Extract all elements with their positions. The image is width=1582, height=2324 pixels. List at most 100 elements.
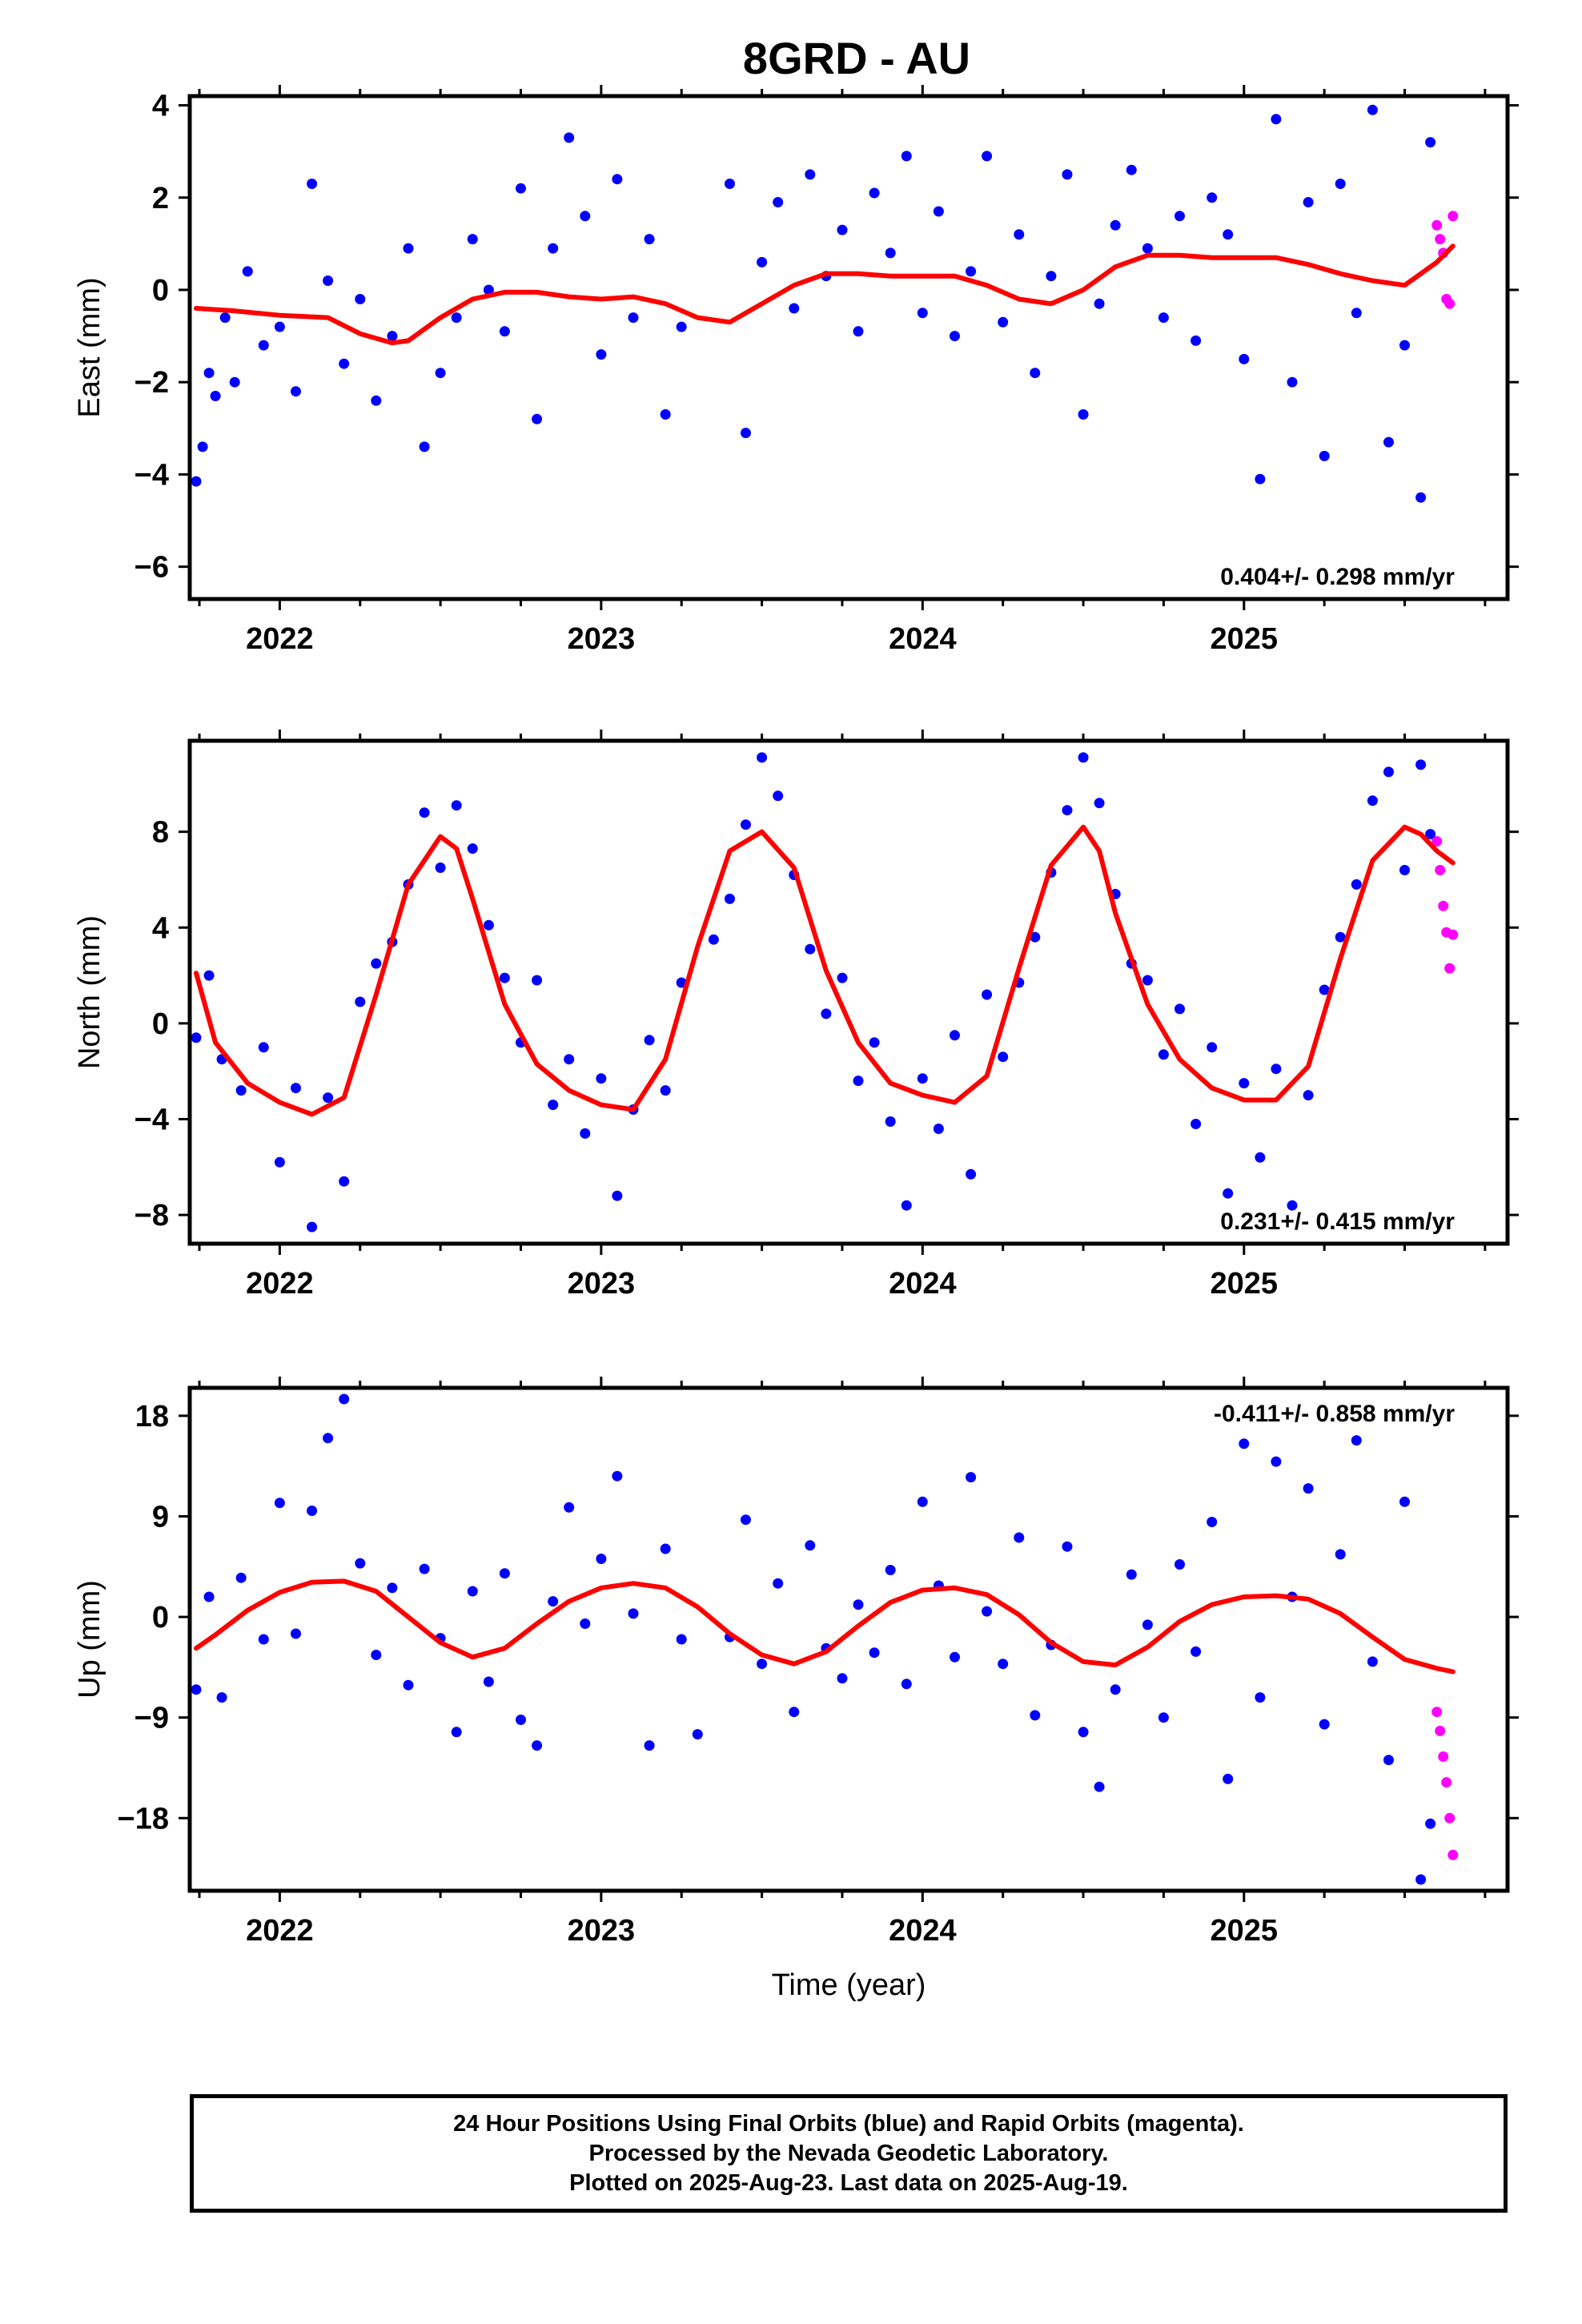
final-orbit-point [1191, 335, 1202, 346]
footer-line-2: Processed by the Nevada Geodetic Laborat… [588, 2141, 1109, 2166]
y-tick-label: −8 [135, 1199, 169, 1232]
final-orbit-point [339, 1393, 350, 1405]
final-orbit-point [644, 1035, 655, 1046]
final-orbit-point [1174, 211, 1185, 222]
y-tick-label: −6 [135, 551, 169, 585]
final-orbit-point [1303, 197, 1314, 207]
rapid-orbit-point [1444, 298, 1456, 309]
final-orbit-point [274, 321, 285, 332]
final-orbit-point [323, 1092, 334, 1104]
y-tick-label: −9 [135, 1702, 169, 1735]
final-orbit-point [203, 368, 215, 379]
final-orbit-point [242, 266, 253, 277]
final-orbit-point [355, 294, 366, 304]
final-orbit-point [451, 312, 462, 324]
y-tick-label: −4 [135, 1103, 169, 1136]
final-orbit-point [1425, 1818, 1436, 1829]
final-orbit-point [1335, 179, 1346, 189]
panel-up: 2022 2023 2024 2025 −18 −9 0 9 18 Up (mm) -0.411+/… [73, 1377, 1519, 2002]
x-tick-label: 2024 [889, 1267, 957, 1301]
final-orbit-point [917, 308, 928, 319]
final-orbit-point [532, 413, 543, 424]
final-orbit-point [837, 224, 848, 235]
final-orbit-point [403, 243, 414, 254]
final-orbit-point [516, 183, 526, 194]
final-orbit-point [933, 1124, 944, 1134]
final-orbit-point [757, 256, 768, 267]
final-orbit-point [1319, 1719, 1330, 1730]
final-orbit-point [612, 174, 623, 185]
final-orbit-point [1287, 376, 1298, 388]
final-orbit-point [371, 395, 382, 406]
plot-frame [187, 1385, 1510, 1893]
final-orbit-point [1126, 164, 1137, 175]
final-orbit-point [483, 919, 494, 931]
y-axis-label: East (mm) [73, 277, 106, 417]
final-orbit-point [998, 1051, 1009, 1063]
final-orbit-point [355, 996, 366, 1007]
final-orbit-point [901, 1200, 912, 1211]
final-orbit-point [950, 331, 960, 342]
final-orbit-point [291, 386, 301, 397]
final-orbit-point [1126, 1569, 1137, 1580]
final-orbit-point [1078, 1727, 1089, 1738]
final-orbit-point [548, 1596, 559, 1607]
final-orbit-point [1415, 492, 1427, 503]
final-orbit-point [1078, 752, 1089, 763]
model-curve [194, 1578, 1456, 1675]
y-tick-label: 4 [152, 90, 169, 123]
final-orbit-point [1351, 308, 1362, 319]
figure-title: 8GRD - AU [742, 33, 971, 83]
final-orbit-point [1383, 436, 1394, 448]
rate-annotation: -0.411+/- 0.858 mm/yr [1214, 1401, 1455, 1427]
final-orbit-point [596, 1073, 607, 1084]
y-tick-label: −4 [135, 458, 169, 492]
x-axis-label: Time (year) [772, 1968, 926, 2002]
final-orbit-point [1094, 1781, 1105, 1792]
x-tick-label: 2024 [889, 1914, 957, 1948]
final-orbit-point [403, 1679, 414, 1691]
final-orbit-point [1142, 975, 1153, 986]
final-orbit-point [1399, 1496, 1410, 1507]
y-tick-label: 4 [152, 911, 169, 945]
rapid-orbit-point [1435, 234, 1446, 245]
x-tick-label: 2023 [568, 622, 636, 656]
x-tick-label: 2022 [246, 1267, 314, 1301]
final-orbit-point [483, 1676, 494, 1687]
final-orbit-point [1223, 229, 1234, 240]
final-orbit-point [235, 1085, 247, 1096]
final-orbit-point [966, 266, 977, 277]
final-orbit-point [1030, 368, 1041, 379]
final-orbit-point [1239, 1438, 1250, 1449]
rapid-orbit-point [1447, 929, 1459, 940]
final-orbit-point [387, 331, 398, 342]
final-orbit-point [355, 1558, 366, 1569]
final-orbit-point [805, 1540, 816, 1551]
final-orbit-point [1425, 829, 1436, 840]
rapid-orbit-point [1447, 1849, 1459, 1860]
final-orbit-point [1014, 1532, 1025, 1543]
final-orbit-point [1062, 1541, 1073, 1552]
final-orbit-point [1158, 312, 1169, 324]
final-orbit-point [773, 197, 784, 207]
final-orbit-point [837, 1673, 848, 1684]
x-tick-label: 2025 [1211, 1267, 1279, 1301]
final-orbit-point [1255, 473, 1266, 485]
final-orbit-point [628, 1608, 639, 1619]
final-orbit-point [612, 1470, 623, 1482]
rapid-orbit-point [1431, 1707, 1443, 1718]
final-orbit-point [596, 1554, 607, 1564]
final-orbit-point [692, 1729, 703, 1740]
final-orbit-point [1078, 409, 1089, 420]
final-orbit-point [483, 284, 494, 296]
final-orbit-point [580, 211, 591, 222]
final-orbit-point [387, 1582, 398, 1594]
rapid-orbit-point [1431, 219, 1443, 231]
rapid-orbit-point [1431, 836, 1443, 847]
y-tick-label: −18 [118, 1802, 169, 1835]
final-orbit-point [998, 316, 1009, 328]
final-orbit-point [644, 1740, 655, 1751]
final-orbit-point [1335, 931, 1346, 943]
rapid-orbit-point [1444, 1812, 1456, 1823]
